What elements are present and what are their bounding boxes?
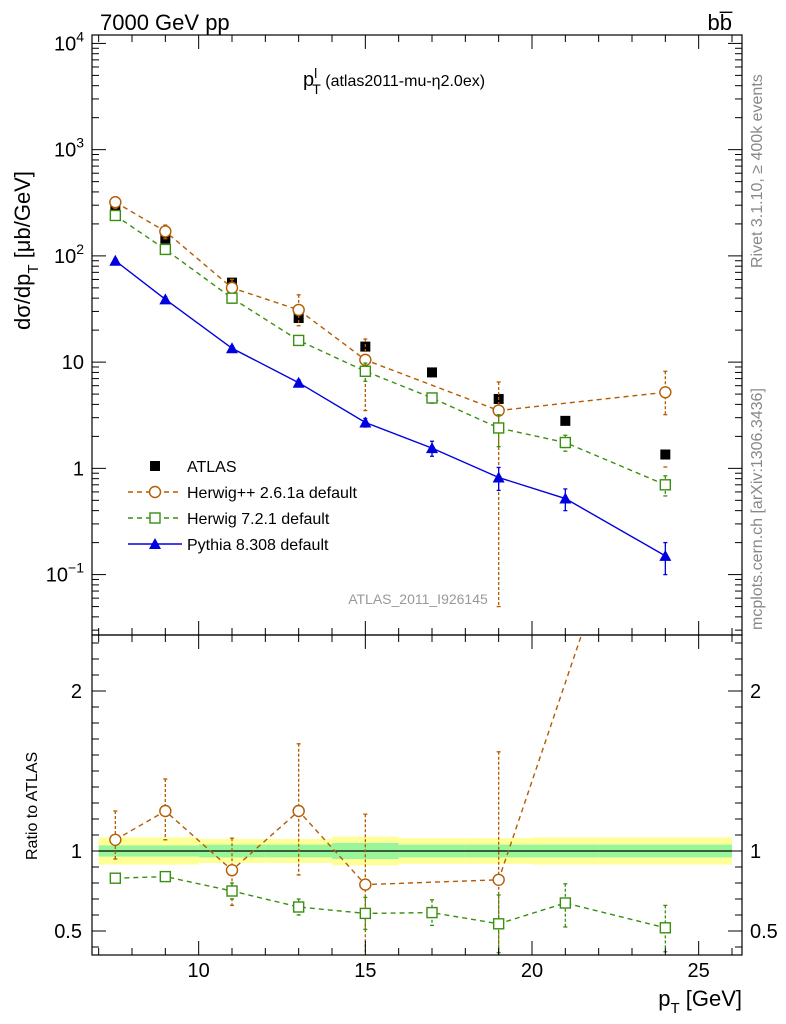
legend-item: Pythia 8.308 default xyxy=(128,537,329,554)
main-point xyxy=(226,292,238,304)
legend-label: ATLAS xyxy=(187,459,237,476)
ratio-point xyxy=(109,872,122,884)
main-point xyxy=(659,479,672,491)
ratio-point xyxy=(559,897,572,909)
main-point xyxy=(426,392,438,404)
main-point xyxy=(559,436,572,449)
ratio-y-tick-label-right: 1 xyxy=(750,841,761,863)
main-point xyxy=(427,367,437,378)
ratio-point xyxy=(359,878,372,891)
x-axis-label: pT [GeV] xyxy=(658,986,742,1017)
main-point xyxy=(492,422,505,434)
main-y-tick-label: 1 xyxy=(73,458,84,480)
ratio-point xyxy=(225,864,239,877)
ratio-point xyxy=(292,901,305,913)
legend-item: Herwig 7.2.1 default xyxy=(128,511,330,528)
main-point xyxy=(292,303,305,317)
ratio-point xyxy=(292,804,305,818)
ratio-y-tick-label: 1 xyxy=(71,841,82,863)
plot-title: pl T (atlas2011-mu-η2.0ex) xyxy=(303,65,485,97)
ratio-point xyxy=(159,804,172,818)
ratio-point xyxy=(659,922,672,934)
main-point xyxy=(293,313,304,324)
main-point xyxy=(109,209,122,222)
x-tick-label: 25 xyxy=(688,960,710,982)
main-point xyxy=(660,449,671,460)
ratio-point xyxy=(226,885,238,897)
ratio-panel: 0.5 0.5 1 1 2 2 10 15 20 25 xyxy=(54,466,778,982)
main-y-tick-label: 10 xyxy=(62,352,84,374)
analysis-watermark: ATLAS_2011_I926145 xyxy=(348,591,488,607)
x-tick-label: 15 xyxy=(354,960,376,982)
main-series-line-1 xyxy=(114,201,666,412)
main-point xyxy=(159,293,172,305)
legend-item: Herwig++ 2.6.1a default xyxy=(128,485,357,502)
main-point xyxy=(659,386,672,399)
ratio-series-1 xyxy=(109,870,672,954)
mcplots-label: mcplots.cern.ch [arXiv:1306.3436] xyxy=(749,388,766,630)
ratio-point xyxy=(359,907,372,920)
main-point xyxy=(560,415,571,426)
legend-marker xyxy=(150,461,160,471)
main-point xyxy=(559,492,572,504)
main-point xyxy=(109,254,122,266)
ratio-y-tick-label: 2 xyxy=(71,681,82,703)
ratio-point xyxy=(159,870,172,883)
legend-item: ATLAS xyxy=(150,459,237,476)
main-point xyxy=(225,281,239,295)
main-point xyxy=(292,376,305,388)
main-y-tick-label: 103 xyxy=(54,135,84,162)
main-point xyxy=(159,225,172,238)
ratio-series-0 xyxy=(109,466,668,955)
header-left: 7000 GeV pp xyxy=(100,10,230,35)
main-point xyxy=(359,365,372,377)
main-y-tick-label: 102 xyxy=(54,241,84,268)
main-y-tick-label: 10−1 xyxy=(46,560,84,587)
header-right: bb̅ xyxy=(708,10,733,35)
main-y-tick-label: 104 xyxy=(54,28,84,55)
main-point xyxy=(159,243,172,256)
legend: ATLAS Herwig++ 2.6.1a default Herwig 7.2.1… xyxy=(128,459,357,554)
main-series-line-2 xyxy=(114,214,666,486)
main-series-0 xyxy=(110,200,671,460)
main-point xyxy=(659,549,672,561)
legend-marker xyxy=(148,485,162,499)
legend-marker xyxy=(149,512,161,524)
ratio-point xyxy=(109,833,122,846)
ratio-point xyxy=(426,906,438,919)
ratio-point xyxy=(492,918,505,930)
main-point xyxy=(109,196,122,209)
main-point xyxy=(292,334,305,347)
main-point xyxy=(226,342,238,354)
x-tick-label: 10 xyxy=(188,960,210,982)
main-y-axis-label: dσ/dpT [μb/GeV] xyxy=(10,171,42,330)
main-point xyxy=(359,416,372,428)
legend-label: Herwig 7.2.1 default xyxy=(187,511,330,528)
main-series-2 xyxy=(109,209,672,497)
main-series-3 xyxy=(109,254,672,576)
main-series-1 xyxy=(109,196,672,608)
legend-label: Pythia 8.308 default xyxy=(187,537,329,554)
main-point xyxy=(492,471,505,483)
ratio-frame xyxy=(91,634,743,956)
x-tick-label: 20 xyxy=(521,960,543,982)
rivet-label: Rivet 3.1.10, ≥ 400k events xyxy=(749,74,766,268)
ratio-y-tick-label-right: 2 xyxy=(750,681,761,703)
ratio-point xyxy=(492,873,505,886)
legend-label: Herwig++ 2.6.1a default xyxy=(187,485,357,502)
legend-marker xyxy=(149,538,161,549)
ratio-y-axis-label: Ratio to ATLAS xyxy=(24,752,41,860)
main-point xyxy=(426,442,438,454)
ratio-y-tick-label: 0.5 xyxy=(54,921,82,943)
ratio-y-tick-label-right: 0.5 xyxy=(750,921,778,943)
